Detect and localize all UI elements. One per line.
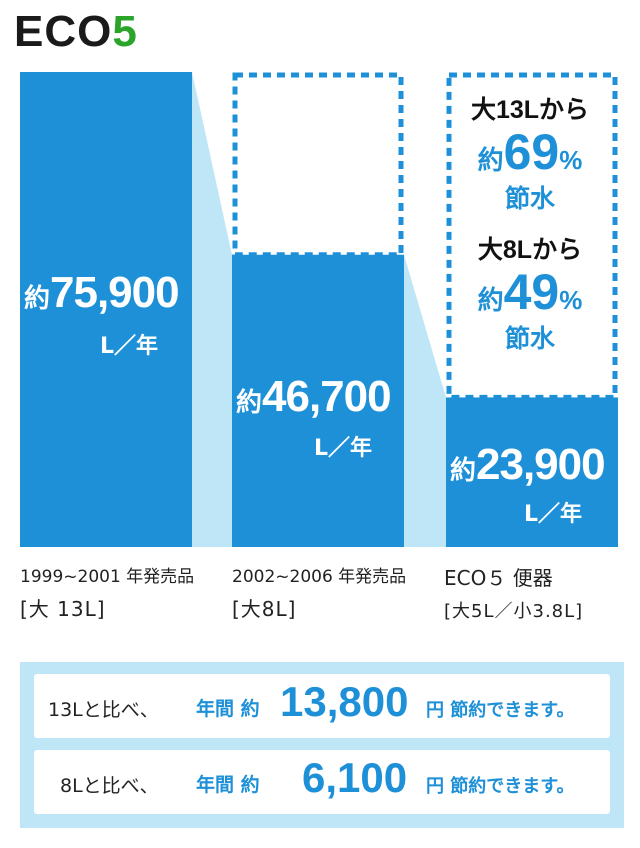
bar-value-number: 46,700 bbox=[262, 372, 392, 421]
bar-connector bbox=[192, 72, 232, 547]
bar-value-label-1: 約75,900 bbox=[24, 268, 180, 318]
category-label-1: 1999~2001 年発売品 [大 13L] bbox=[20, 562, 194, 622]
bars bbox=[20, 72, 618, 547]
category-capacity: [大5L／小3.8L] bbox=[444, 601, 584, 622]
bar-value-number: 23,900 bbox=[476, 440, 606, 489]
savings-from: 大8Lから bbox=[477, 236, 583, 264]
annual-savings-panel: 13Lと比べ、 年間 約 13,800 円 節約できます。 8Lと比べ、 年間 … bbox=[20, 662, 624, 828]
bar-connector bbox=[404, 254, 446, 547]
savings-label: 年間 約 bbox=[196, 698, 260, 720]
logo-five-text: 5 bbox=[112, 7, 138, 56]
savings-prefix: 約 bbox=[477, 285, 504, 315]
savings-suffix: 円 節約できます。 bbox=[426, 700, 575, 721]
previous-level-outline bbox=[232, 72, 404, 258]
water-usage-chart bbox=[20, 72, 618, 547]
savings-row-13l: 13Lと比べ、 年間 約 13,800 円 節約できます。 bbox=[34, 674, 610, 738]
savings-compare: 8Lと比べ、 bbox=[60, 775, 159, 797]
savings-compare: 13Lと比べ、 bbox=[48, 699, 159, 721]
savings-percent: 約69% bbox=[448, 126, 612, 179]
bar-value-label-2: 約46,700 bbox=[236, 372, 392, 422]
category-label-3: ECO５ 便器 [大5L／小3.8L] bbox=[444, 562, 583, 623]
bar-3 bbox=[446, 397, 618, 547]
bar-2 bbox=[232, 254, 404, 547]
bar-value-prefix: 約 bbox=[236, 387, 263, 417]
eco5-logo: ECO5 bbox=[14, 10, 138, 54]
savings-from: 大13Lから bbox=[470, 96, 590, 124]
bar-value-number: 75,900 bbox=[50, 268, 180, 317]
bar-unit-label-1: L／年 bbox=[100, 334, 159, 359]
savings-word: 節水 bbox=[504, 184, 555, 213]
bar-connectors bbox=[192, 72, 446, 547]
savings-label: 年間 約 bbox=[196, 774, 260, 796]
category-capacity: [大8L] bbox=[232, 597, 297, 621]
previous-level-outline bbox=[446, 72, 618, 400]
savings-number: 69 bbox=[503, 124, 560, 180]
category-label-2: 2002~2006 年発売品 [大8L] bbox=[232, 562, 406, 622]
savings-suffix: 円 節約できます。 bbox=[426, 776, 575, 797]
savings-annotation-8l: 大8Lから 約49% 節水 bbox=[448, 230, 612, 355]
bar-1 bbox=[20, 72, 192, 547]
savings-amount: 13,800 bbox=[280, 678, 409, 725]
bar-unit-label-2: L／年 bbox=[314, 436, 373, 461]
savings-sign: % bbox=[559, 285, 583, 315]
category-product: ECO５ 便器 bbox=[444, 566, 553, 590]
logo-eco-text: ECO bbox=[14, 7, 113, 56]
savings-row-8l: 8Lと比べ、 年間 約 6,100 円 節約できます。 bbox=[34, 750, 610, 814]
category-capacity: [大 13L] bbox=[20, 597, 106, 621]
category-years: 2002~2006 年発売品 bbox=[232, 567, 407, 587]
bar-unit-label-3: L／年 bbox=[524, 502, 583, 527]
category-years: 1999~2001 年発売品 bbox=[20, 567, 195, 587]
savings-annotation-13l: 大13Lから 約69% 節水 bbox=[448, 90, 612, 215]
savings-amount: 6,100 bbox=[302, 754, 408, 801]
savings-prefix: 約 bbox=[477, 145, 504, 175]
savings-number: 49 bbox=[503, 264, 560, 320]
bar-value-label-3: 約23,900 bbox=[450, 440, 606, 490]
savings-percent: 約49% bbox=[448, 266, 612, 319]
savings-word: 節水 bbox=[504, 324, 555, 353]
savings-sign: % bbox=[559, 145, 583, 175]
bar-value-prefix: 約 bbox=[450, 455, 477, 485]
bar-outlines bbox=[232, 72, 618, 400]
bar-value-prefix: 約 bbox=[24, 283, 51, 313]
